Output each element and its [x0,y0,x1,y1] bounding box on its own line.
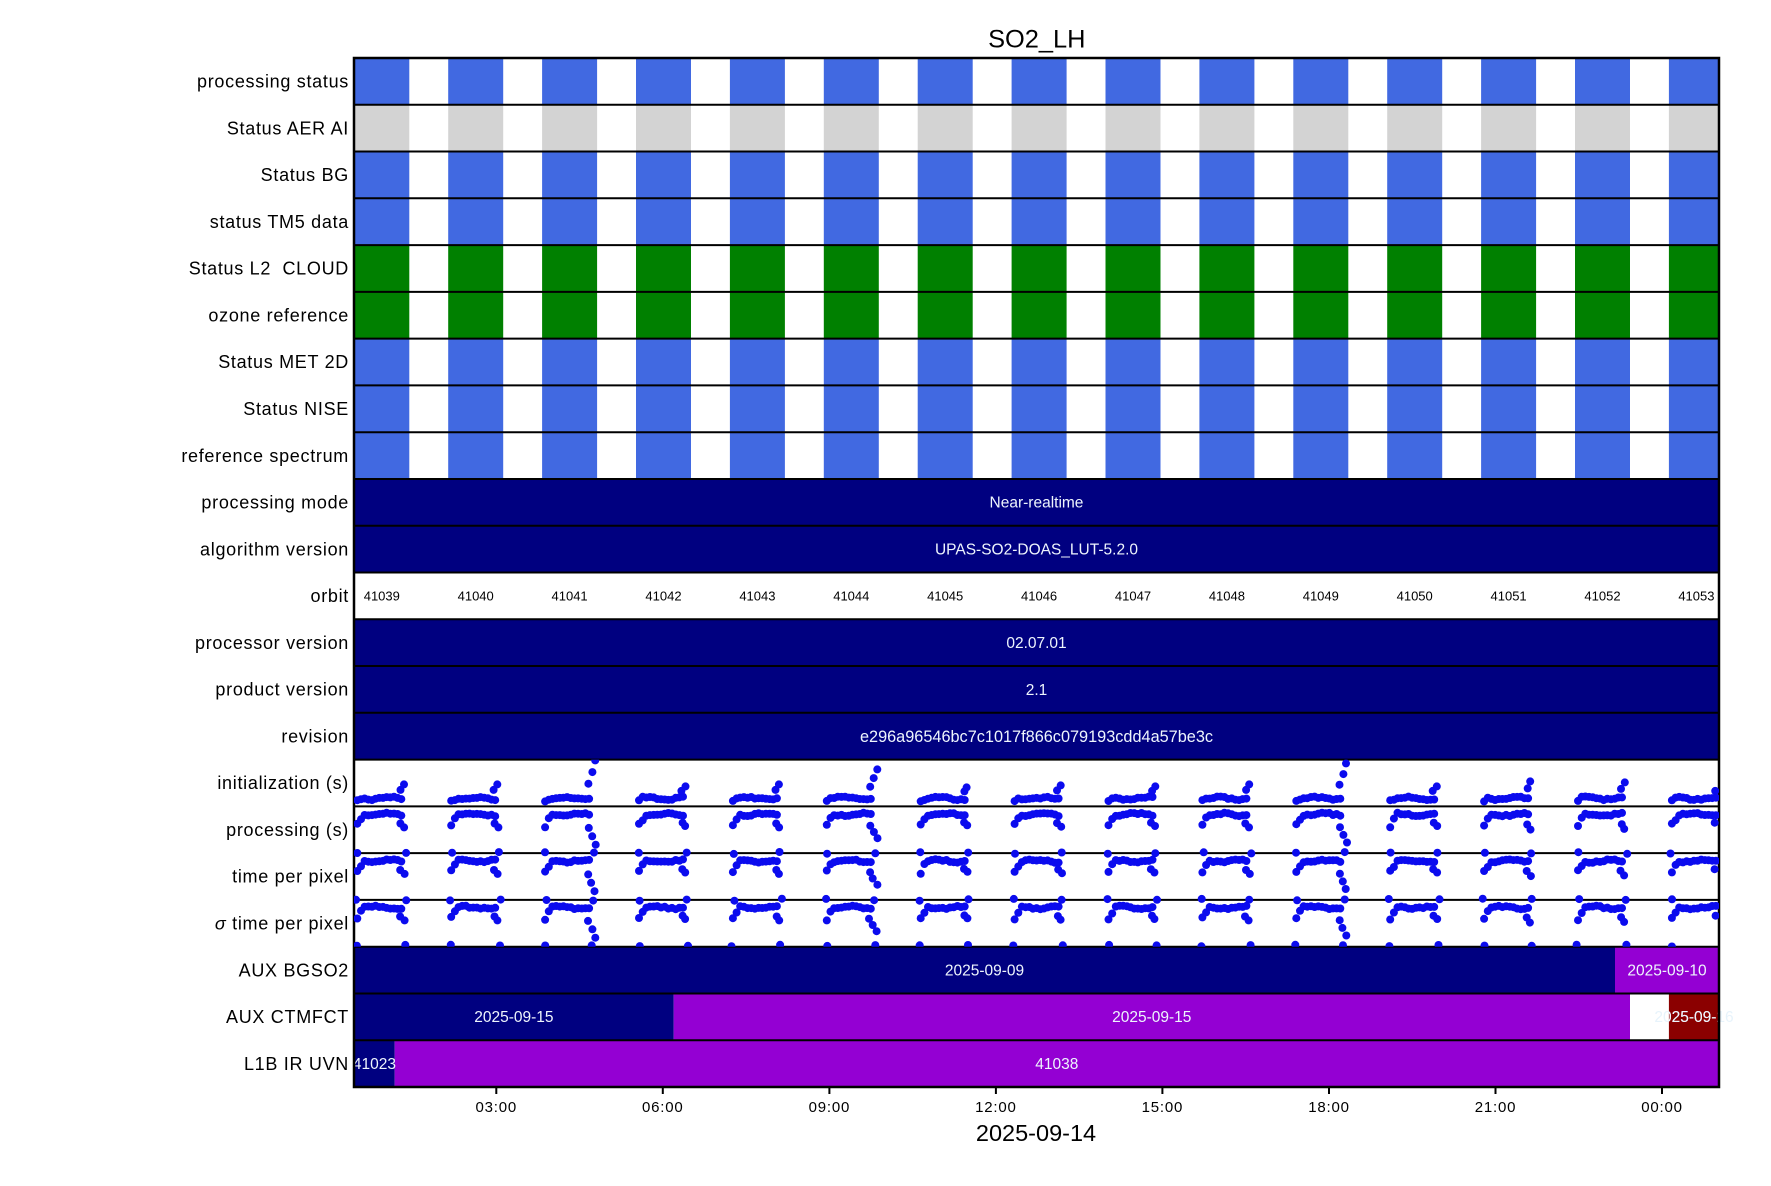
svg-text:processing (s): processing (s) [226,820,349,840]
svg-text:15:00: 15:00 [1142,1099,1184,1116]
svg-text:product version: product version [215,680,349,700]
svg-text:L1B IR UVN: L1B IR UVN [244,1054,349,1074]
svg-text:18:00: 18:00 [1308,1099,1350,1116]
svg-text:orbit: orbit [310,586,349,606]
svg-text:2.1: 2.1 [1026,682,1048,699]
svg-text:reference spectrum: reference spectrum [181,446,349,466]
svg-text:41040: 41040 [458,589,494,604]
svg-text:2025-09-15: 2025-09-15 [474,1009,553,1026]
svg-text:41051: 41051 [1491,589,1527,604]
svg-text:41046: 41046 [1021,589,1057,604]
svg-text:41039: 41039 [364,589,400,604]
svg-text:06:00: 06:00 [642,1099,684,1116]
svg-text:02.07.01: 02.07.01 [1006,635,1066,652]
svg-text:time per pixel: time per pixel [232,867,349,887]
svg-text:41048: 41048 [1209,589,1245,604]
svg-text:41044: 41044 [833,589,869,604]
svg-text:ozone reference: ozone reference [208,305,349,325]
svg-text:41053: 41053 [1678,589,1714,604]
svg-text:AUX CTMFCT: AUX CTMFCT [226,1007,349,1027]
svg-text:2025-09-09: 2025-09-09 [945,962,1024,979]
svg-text:2025-09-15: 2025-09-15 [1112,1009,1191,1026]
svg-text:41042: 41042 [645,589,681,604]
svg-text:Status NISE: Status NISE [243,399,349,419]
svg-text:2025-09-14: 2025-09-14 [976,1120,1096,1146]
svg-text:00:00: 00:00 [1641,1099,1683,1116]
svg-text:03:00: 03:00 [476,1099,518,1116]
svg-text:2025-09-16: 2025-09-16 [1654,1009,1733,1026]
svg-text:41023: 41023 [353,1056,396,1073]
svg-text:e296a96546bc7c1017f866c079193c: e296a96546bc7c1017f866c079193cdd4a57be3c [860,728,1213,746]
svg-text:41038: 41038 [1035,1056,1078,1073]
svg-text:AUX BGSO2: AUX BGSO2 [239,960,349,980]
svg-text:2025-09-10: 2025-09-10 [1627,962,1707,979]
svg-text:processor version: processor version [195,633,349,653]
svg-text:processing status: processing status [197,72,349,92]
svg-text:41047: 41047 [1115,589,1151,604]
svg-text:09:00: 09:00 [809,1099,851,1116]
svg-text:σ time per pixel: σ time per pixel [215,914,349,934]
svg-text:processing mode: processing mode [201,493,349,513]
svg-text:Near-realtime: Near-realtime [990,495,1084,512]
svg-text:Status MET 2D: Status MET 2D [218,352,349,372]
svg-text:12:00: 12:00 [975,1099,1017,1116]
svg-text:Status L2 CLOUD: Status L2 CLOUD [189,259,349,279]
svg-text:41045: 41045 [927,589,963,604]
svg-text:Status AER AI: Status AER AI [227,118,349,138]
svg-text:41050: 41050 [1397,589,1433,604]
svg-text:revision: revision [281,726,349,746]
svg-text:status TM5 data: status TM5 data [210,212,350,232]
svg-text:algorithm version: algorithm version [200,539,349,559]
svg-text:SO2_LH: SO2_LH [988,25,1085,53]
svg-text:41052: 41052 [1584,589,1620,604]
svg-text:21:00: 21:00 [1475,1099,1517,1116]
svg-text:2025-09-16: 2025-09-16 [1654,1009,1733,1026]
svg-text:41043: 41043 [739,589,775,604]
svg-text:Status BG: Status BG [261,165,349,185]
svg-text:initialization (s): initialization (s) [217,773,349,793]
svg-text:UPAS-SO2-DOAS_LUT-5.2.0: UPAS-SO2-DOAS_LUT-5.2.0 [935,542,1138,559]
svg-text:41041: 41041 [552,589,588,604]
svg-text:41049: 41049 [1303,589,1339,604]
